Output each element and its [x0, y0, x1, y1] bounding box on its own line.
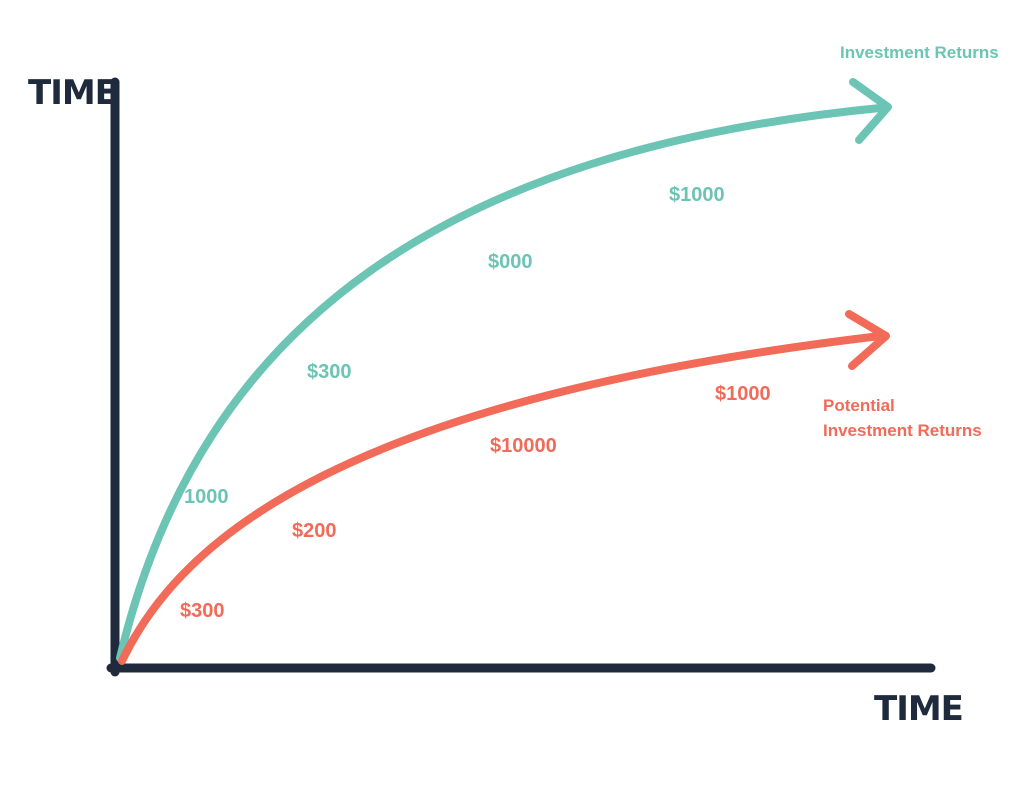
legend-label-potential-line-2: Investment Returns	[823, 421, 982, 440]
legend-label-potential-line-1: Potential	[823, 396, 895, 415]
arrowhead-investment-returns	[849, 78, 892, 144]
data-label-teal-2: $300	[307, 361, 352, 383]
data-label-teal-4: $1000	[669, 184, 725, 206]
data-label-teal-3: $000	[488, 251, 533, 273]
y-axis-title: TIME	[28, 73, 117, 113]
data-label-teal-1: 1000	[184, 486, 229, 508]
data-label-coral-1: $300	[180, 600, 225, 622]
arrowhead-potential-investment-returns	[845, 310, 890, 370]
series-line-potential-investment-returns	[118, 332, 884, 665]
series-line-investment-returns	[116, 104, 884, 662]
data-label-coral-4: $1000	[715, 383, 771, 405]
data-label-coral-2: $200	[292, 520, 337, 542]
data-label-coral-3: $10000	[490, 435, 557, 457]
legend-label-investment-returns: Investment Returns	[840, 43, 999, 62]
x-axis-title: TIME	[874, 689, 963, 729]
